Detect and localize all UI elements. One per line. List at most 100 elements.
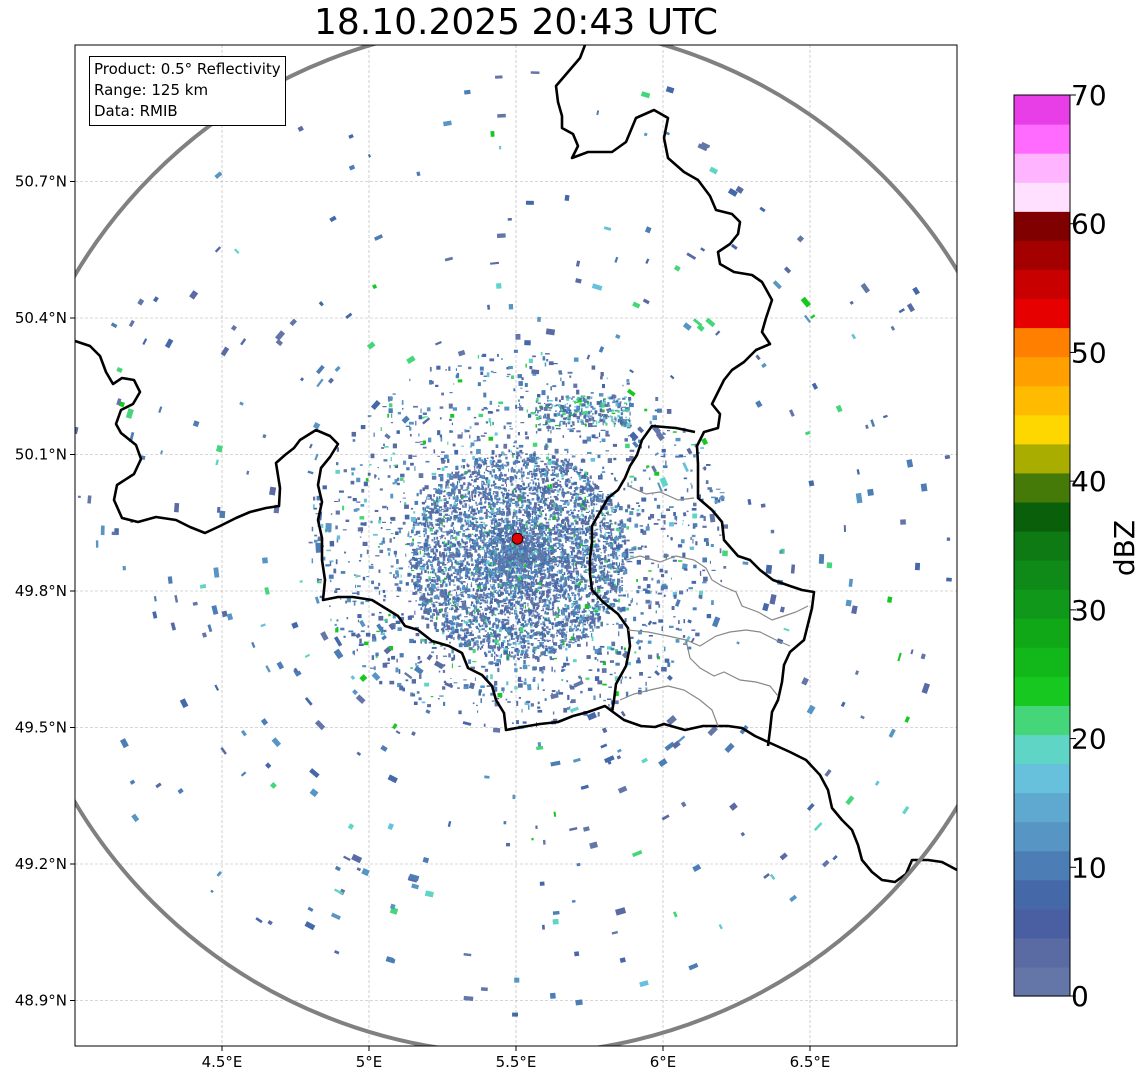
- echo-cell: [601, 495, 604, 499]
- echo-cell: [428, 521, 431, 525]
- echo-cell: [520, 630, 524, 634]
- echo-cell: [550, 514, 553, 518]
- echo-cell: [513, 657, 515, 661]
- echo-cell: [537, 568, 539, 572]
- echo-cell: [441, 521, 443, 525]
- echo-cell: [515, 502, 518, 506]
- echo-cell: [562, 468, 565, 472]
- echo-cell: [553, 642, 556, 646]
- echo-cell: [474, 512, 477, 515]
- echo-cell: [529, 564, 532, 567]
- echo-cell: [600, 575, 602, 580]
- echo-cell: [561, 477, 564, 480]
- echo-cell: [465, 528, 468, 531]
- echo-cell: [591, 621, 593, 624]
- echo-cell: [490, 498, 493, 501]
- echo-cell: [460, 501, 462, 505]
- echo-cell: [605, 610, 609, 613]
- echo-cell: [489, 555, 492, 558]
- echo-cell: [480, 521, 483, 524]
- echo-cell: [516, 576, 518, 580]
- echo-cell: [523, 534, 525, 538]
- echo-cell: [440, 537, 442, 540]
- echo-cell: [514, 551, 517, 553]
- echo-cell: [472, 649, 476, 653]
- echo-cell: [460, 484, 464, 488]
- echo-cell: [438, 496, 441, 499]
- echo-cell: [471, 601, 474, 604]
- echo-cell: [495, 536, 499, 541]
- echo-cell: [412, 575, 416, 579]
- echo-cell: [563, 572, 566, 576]
- echo-cell: [456, 514, 459, 519]
- echo-cell: [578, 527, 581, 531]
- echo-cell: [574, 601, 579, 605]
- echo-cell: [566, 556, 570, 560]
- echo-cell: [544, 584, 547, 587]
- echo-cell: [458, 553, 461, 556]
- echo-cell: [574, 465, 577, 468]
- echo-cell: [558, 645, 561, 648]
- echo-cell: [531, 571, 534, 574]
- echo-cell: [535, 482, 537, 486]
- echo-cell: [512, 476, 515, 481]
- echo-cell: [518, 506, 522, 509]
- echo-cell: [448, 590, 452, 592]
- echo-cell: [553, 517, 557, 520]
- echo-cell: [455, 547, 459, 550]
- echo-cell: [540, 576, 544, 580]
- echo-cell: [514, 545, 518, 547]
- echo-cell: [589, 618, 593, 621]
- echo-cell: [588, 483, 591, 488]
- echo-cell: [545, 500, 547, 504]
- echo-cell: [500, 600, 504, 603]
- echo-cell: [547, 630, 551, 633]
- echo-cell: [522, 463, 525, 467]
- echo-cell: [532, 606, 536, 610]
- echo-cell: [518, 497, 522, 502]
- echo-cell: [487, 606, 489, 610]
- echo-cell: [487, 639, 491, 641]
- echo-cell: [512, 489, 514, 493]
- echo-cell: [610, 577, 612, 580]
- echo-cell: [485, 515, 487, 519]
- echo-cell: [581, 631, 584, 634]
- echo-cell: [487, 650, 491, 653]
- echo-cell: [444, 620, 446, 623]
- echo-cell: [439, 536, 441, 537]
- echo-cell: [448, 568, 450, 571]
- echo-cell: [597, 574, 600, 576]
- echo-cell: [537, 646, 540, 649]
- echo-cell: [513, 553, 517, 555]
- echo-cell: [577, 583, 581, 586]
- echo-cell: [442, 554, 446, 558]
- echo-cell: [428, 583, 430, 586]
- echo-cell: [411, 552, 415, 554]
- echo-cell: [536, 571, 539, 574]
- echo-cell: [518, 528, 521, 533]
- echo-cell: [459, 637, 462, 639]
- echo-cell: [552, 578, 555, 582]
- echo-cell: [546, 490, 550, 494]
- echo-cell: [587, 519, 591, 522]
- echo-cell: [626, 539, 630, 542]
- echo-cell: [475, 458, 478, 462]
- echo-cell: [522, 487, 527, 491]
- echo-cell: [491, 626, 495, 628]
- echo-cell: [446, 607, 448, 609]
- echo-cell: [563, 549, 567, 552]
- echo-cell: [411, 569, 415, 572]
- echo-cell: [486, 604, 488, 607]
- echo-cell: [487, 563, 492, 566]
- echo-cell: [547, 617, 550, 622]
- echo-cell: [567, 584, 571, 589]
- echo-cell: [535, 588, 538, 592]
- echo-cell: [550, 539, 552, 543]
- echo-cell: [576, 571, 578, 576]
- echo-cell: [443, 502, 447, 506]
- echo-cell: [494, 573, 498, 575]
- echo-cell: [563, 623, 566, 627]
- echo-cell: [464, 616, 468, 618]
- echo-cell: [577, 556, 581, 560]
- echo-cell: [580, 485, 583, 488]
